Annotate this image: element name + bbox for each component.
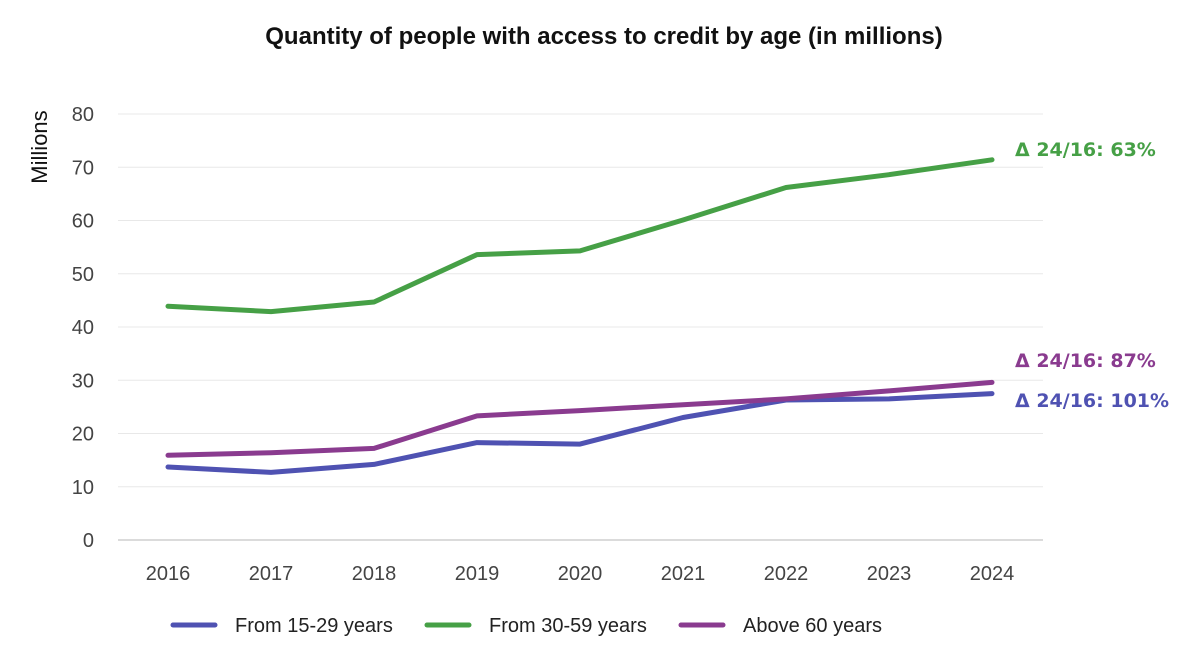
- x-tick-label: 2024: [970, 563, 1015, 585]
- legend-label: From 30-59 years: [489, 615, 647, 637]
- series-annotation: Δ 24/16: 101%: [1015, 390, 1169, 412]
- x-tick-label: 2023: [867, 563, 912, 585]
- y-tick-label: 70: [72, 157, 94, 179]
- x-axis-ticks: 2016 2017 2018 2019 2020 2021 2022 2023 2024: [146, 563, 1015, 585]
- legend-item: Above 60 years: [678, 615, 882, 637]
- y-tick-label: 10: [72, 477, 94, 499]
- series-annotation: Δ 24/16: 63%: [1015, 139, 1156, 161]
- gridlines: [118, 113, 1043, 541]
- y-tick-label: 0: [83, 530, 94, 552]
- series-lines: [165, 157, 995, 475]
- x-tick-label: 2022: [764, 563, 809, 585]
- y-axis-label: Millions: [27, 110, 52, 183]
- x-tick-label: 2018: [352, 563, 397, 585]
- legend-label: Above 60 years: [743, 615, 882, 637]
- x-tick-label: 2019: [455, 563, 500, 585]
- series-annotations: Δ 24/16: 101% Δ 24/16: 63% Δ 24/16: 87%: [1015, 139, 1169, 412]
- x-tick-label: 2016: [146, 563, 191, 585]
- legend-item: From 30-59 years: [424, 615, 647, 637]
- y-tick-label: 40: [72, 317, 94, 339]
- y-tick-label: 30: [72, 370, 94, 392]
- y-tick-label: 80: [72, 104, 94, 126]
- x-tick-label: 2020: [558, 563, 603, 585]
- series-line-0: [165, 391, 995, 475]
- series-annotation: Δ 24/16: 87%: [1015, 350, 1156, 372]
- y-tick-label: 60: [72, 211, 94, 233]
- x-tick-label: 2017: [249, 563, 294, 585]
- chart-title: Quantity of people with access to credit…: [265, 23, 942, 50]
- x-tick-label: 2021: [661, 563, 706, 585]
- y-tick-label: 50: [72, 264, 94, 286]
- legend: From 15-29 years From 30-59 years Above 60…: [170, 615, 882, 637]
- legend-item: From 15-29 years: [170, 615, 393, 637]
- series-line-1: [165, 157, 995, 315]
- y-axis-ticks: 0 10 20 30 40 50 60 70 80: [72, 104, 94, 552]
- y-tick-label: 20: [72, 424, 94, 446]
- legend-label: From 15-29 years: [235, 615, 393, 637]
